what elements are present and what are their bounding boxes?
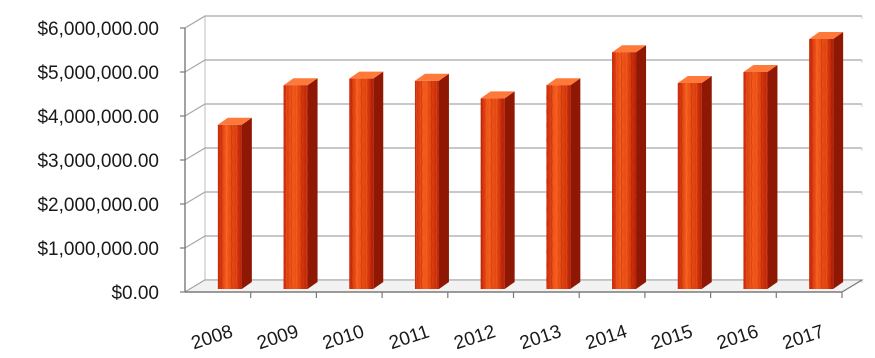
x-tick-label: 2009 — [254, 321, 301, 354]
bar — [743, 65, 778, 289]
x-tick-label: 2011 — [387, 321, 432, 354]
y-tick-label: $5,000,000.00 — [37, 63, 159, 84]
bar-top — [612, 45, 647, 53]
bar-top — [809, 32, 844, 39]
bar-side — [767, 65, 778, 289]
bar-texture — [283, 85, 308, 289]
bar-top — [480, 91, 515, 99]
bar — [677, 76, 712, 289]
bar-texture — [546, 85, 571, 289]
bar-side — [504, 91, 515, 290]
bar — [349, 71, 384, 289]
bar-top — [349, 71, 384, 79]
bar-texture — [414, 80, 439, 289]
x-tick-label: 2016 — [714, 321, 761, 354]
y-tick-label: $6,000,000.00 — [37, 19, 159, 40]
bar-side — [438, 73, 449, 289]
x-tick-label: 2013 — [517, 321, 564, 354]
x-tick-label: 2014 — [583, 321, 630, 354]
bar — [612, 45, 647, 290]
bar-top — [677, 76, 712, 83]
gridline — [184, 15, 862, 29]
y-tick-label: $2,000,000.00 — [37, 195, 159, 216]
x-tick-label: 2010 — [320, 321, 367, 354]
x-axis-tick-labels: 2008 2009 2010 2011 2012 2013 2014 2015 2016 2017 — [189, 292, 843, 354]
bar-texture — [612, 52, 637, 290]
y-tick-label: $4,000,000.00 — [37, 107, 159, 128]
x-tick-label: 2008 — [189, 321, 236, 354]
bar-side — [307, 78, 318, 289]
x-tick-label: 2015 — [649, 321, 696, 354]
bar-side — [241, 117, 252, 289]
bar-texture — [677, 83, 702, 289]
y-tick-label: $0.00 — [111, 283, 159, 304]
bar-texture — [743, 72, 768, 289]
bars — [217, 32, 844, 290]
bar — [217, 117, 252, 289]
y-tick-label: $1,000,000.00 — [37, 239, 159, 260]
bar-side — [570, 78, 581, 289]
bar — [546, 78, 581, 289]
x-axis-depth-line — [841, 279, 863, 293]
bar-top — [743, 65, 778, 72]
bar-side — [373, 71, 384, 289]
bar-side — [701, 76, 712, 289]
bar-texture — [480, 98, 505, 290]
bar-texture — [349, 78, 374, 289]
bar-top — [546, 78, 581, 86]
bar — [480, 91, 515, 290]
y-axis-tick-labels: $0.00 $1,000,000.00 $2,000,000.00 $3,000,00… — [37, 19, 185, 304]
x-tick-label: 2017 — [780, 321, 827, 354]
bar-side — [833, 32, 844, 289]
bar — [283, 78, 318, 289]
bar-side — [636, 45, 647, 290]
bar-texture — [217, 124, 242, 289]
y-tick-label: $3,000,000.00 — [37, 151, 159, 172]
bar-top — [414, 73, 449, 81]
bar-top — [217, 117, 252, 125]
x-tick-label: 2012 — [452, 321, 499, 354]
bar-top — [283, 78, 318, 86]
bar — [809, 32, 844, 289]
bar — [414, 73, 449, 289]
bar-texture — [809, 39, 834, 289]
